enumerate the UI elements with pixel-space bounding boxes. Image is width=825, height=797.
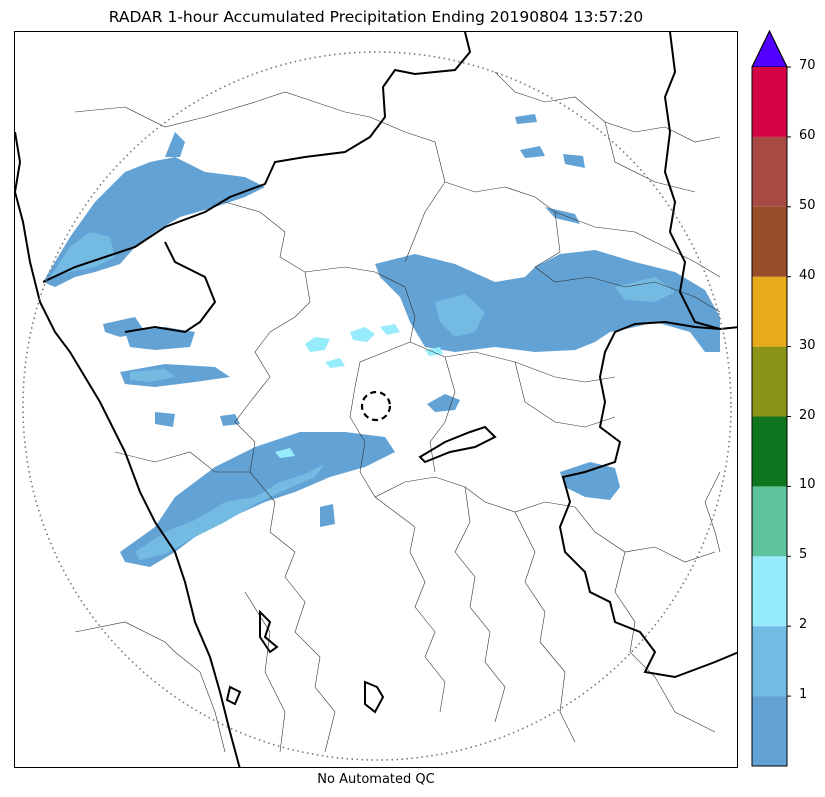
colorbar-outline bbox=[751, 30, 788, 767]
precip-area-ce-core-2 bbox=[615, 277, 675, 302]
district-boundaries bbox=[74, 71, 721, 753]
colorbar-bin bbox=[752, 696, 787, 766]
precip-area-center-east bbox=[375, 250, 720, 352]
precip-layer-2 bbox=[50, 232, 675, 560]
precip-area-west-core bbox=[130, 369, 175, 382]
colorbar-tick-label: 2 bbox=[799, 617, 808, 633]
colorbar-bin bbox=[752, 276, 787, 347]
colorbar-bin bbox=[752, 416, 787, 487]
colorbar-extend-triangle bbox=[751, 30, 788, 68]
precip-speckle-1 bbox=[305, 337, 330, 352]
colorbar-tick-label: 60 bbox=[799, 127, 816, 143]
western-ghats-border bbox=[124, 241, 217, 334]
south-enclave-1 bbox=[259, 609, 279, 654]
east-state-border bbox=[558, 320, 737, 679]
precip-area-west-dots bbox=[155, 412, 175, 427]
colorbar-tick-label: 10 bbox=[799, 477, 816, 493]
precip-speckle-4 bbox=[325, 358, 345, 368]
precip-area-center-small bbox=[427, 394, 460, 412]
colorbar-tick-label: 50 bbox=[799, 197, 816, 213]
qc-note: No Automated QC bbox=[317, 772, 435, 787]
inner-enclave bbox=[418, 425, 497, 464]
radar-range-ring bbox=[22, 51, 732, 761]
precip-area-ce-core bbox=[435, 294, 485, 337]
colorbar bbox=[751, 30, 791, 767]
precip-area-nw-core bbox=[50, 232, 115, 277]
precip-area-west-strip-2 bbox=[125, 327, 195, 350]
map-title: RADAR 1-hour Accumulated Precipitation E… bbox=[108, 8, 644, 26]
colorbar-bin bbox=[752, 626, 787, 697]
precip-area-ne-4 bbox=[515, 114, 537, 124]
precip-area-ne-2 bbox=[563, 154, 585, 168]
precip-layer-5 bbox=[275, 324, 443, 458]
colorbar-tick-label: 20 bbox=[799, 407, 816, 423]
radar-map bbox=[14, 31, 738, 768]
precip-area-ne-3 bbox=[545, 207, 580, 224]
colorbar-bin bbox=[752, 346, 787, 417]
colorbar-tick-label: 70 bbox=[799, 58, 816, 73]
coastline bbox=[15, 131, 241, 767]
state-boundaries bbox=[15, 32, 737, 767]
precip-speckle-5 bbox=[275, 448, 295, 458]
colorbar-bin bbox=[752, 136, 787, 207]
south-enclave-3 bbox=[225, 685, 242, 706]
colorbar-bin bbox=[752, 206, 787, 277]
precip-speckle-2 bbox=[350, 327, 375, 342]
precip-area-south-small bbox=[320, 504, 335, 527]
colorbar-tick-label: 5 bbox=[799, 547, 808, 563]
precip-area-northwest-small bbox=[165, 132, 185, 157]
precip-speckle-3 bbox=[380, 324, 400, 335]
colorbar-bin bbox=[752, 486, 787, 557]
south-enclave-2 bbox=[364, 680, 385, 714]
precip-speckle-6 bbox=[425, 347, 443, 356]
precip-area-west-dots-2 bbox=[220, 414, 240, 426]
kerala-karnataka-border bbox=[42, 32, 472, 283]
colorbar-bin bbox=[752, 67, 787, 137]
radar-site-marker bbox=[360, 390, 392, 422]
colorbar-bin bbox=[752, 556, 787, 627]
precip-area-ne-1 bbox=[520, 146, 545, 158]
precip-area-sw-core bbox=[135, 464, 325, 560]
map-canvas bbox=[15, 32, 737, 767]
colorbar-tick-label: 30 bbox=[799, 337, 816, 353]
colorbar-tick-label: 1 bbox=[799, 687, 808, 703]
colorbar-tick-label: 40 bbox=[799, 267, 816, 283]
northeast-border bbox=[663, 32, 737, 331]
precip-area-east bbox=[560, 462, 620, 500]
